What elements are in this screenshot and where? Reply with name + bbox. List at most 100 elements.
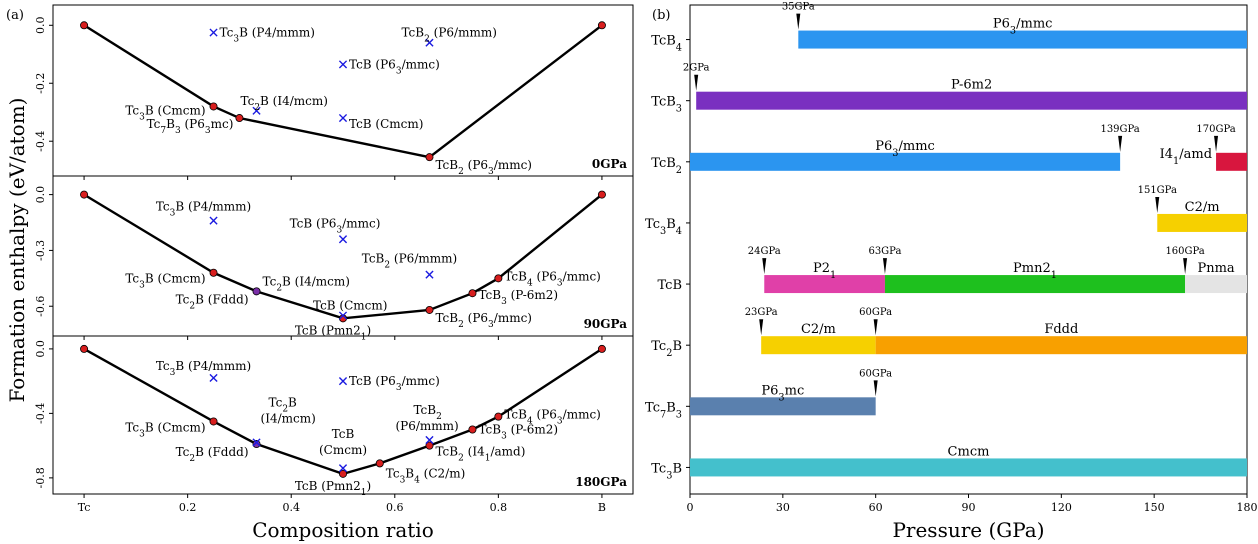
metastable-cross	[209, 373, 218, 383]
structure-label: Tc3B (Cmcm)	[125, 272, 205, 291]
metastable-cross	[425, 270, 434, 279]
phase-label: Pmn21	[1013, 261, 1057, 281]
phase-bar	[884, 275, 1186, 294]
transition-marker	[762, 258, 767, 275]
metastable-cross	[338, 377, 348, 386]
cross-stroke	[209, 373, 218, 383]
subplot-180GPa: 0.0 -0.4 -0.8 Tc3B (P4/mmm) TcB (P63/mmc) Tc2…	[34, 335, 634, 498]
phase-label: P-6m2	[951, 78, 992, 93]
phase-bar	[690, 152, 1121, 171]
structure-label: TcB (Pmn21)	[295, 479, 371, 498]
compound-label: Tc2B	[651, 339, 682, 359]
phase-label: P63/mmc	[875, 139, 935, 159]
y-tick-label: -0.3	[34, 240, 47, 261]
structure-label: TcB (Cmcm)	[349, 117, 423, 131]
structure-label: (P6/mmm)	[395, 419, 458, 433]
transition-marker	[1155, 196, 1160, 213]
structure-label: TcB2 (P63/mmc)	[435, 311, 532, 330]
structure-label: TcB (P63/mmc)	[349, 57, 440, 76]
phase-row: TcB P21 Pmn21 Pnma 24GPa 63GPa 160GPa	[658, 246, 1247, 294]
cross-stroke	[425, 435, 434, 445]
phase-label: P63/mmc	[993, 17, 1053, 37]
phase-label: Pnma	[1197, 261, 1234, 276]
y-tick-label: -0.4	[34, 403, 47, 424]
compound-label: TcB3	[651, 95, 682, 115]
phase-row: Tc7B3 P63mc 60GPa	[645, 368, 892, 420]
structure-label: Tc2B (Fddd)	[176, 445, 249, 464]
phase-bar	[690, 397, 876, 416]
metastable-cross	[209, 28, 218, 37]
hull-point	[209, 268, 218, 277]
y-tick-label: -0.6	[34, 296, 47, 317]
cross-stroke	[338, 311, 348, 320]
metastable-cross	[425, 38, 434, 47]
transition-label: 160GPa	[1165, 246, 1204, 257]
structure-label: Tc3B4 (C2/m)	[386, 466, 466, 485]
structure-label: TcB4 (P63/mmc)	[504, 408, 601, 427]
structure-label: TcB (P63/mmc)	[349, 374, 440, 393]
pressure-label: 90GPa	[584, 317, 628, 331]
phase-bar	[1157, 213, 1247, 232]
phase-bar	[798, 30, 1247, 49]
hull-point	[494, 274, 503, 283]
structure-label: TcB3 (P-6m2)	[478, 423, 558, 442]
compound-label: TcB	[658, 278, 683, 293]
transition-label: 170GPa	[1196, 124, 1235, 135]
subplot-frame	[52, 4, 634, 177]
transition-marker	[1214, 135, 1219, 152]
structure-label: Tc2B	[269, 395, 298, 414]
structure-label: TcB2 (I41/amd)	[435, 445, 525, 464]
y-tick-label: 0.0	[34, 17, 47, 35]
transition-marker	[796, 13, 801, 30]
metastable-cross	[252, 438, 261, 447]
panel-a-convex-hull: (a) 0.0 -0.2 -0.4 Tc3B (P4/mmm) TcB2 (P6/mmm)…	[5, 4, 634, 542]
structure-label: Tc3B (P4/mmm)	[156, 359, 251, 378]
x-tick-label: 30	[776, 501, 790, 514]
phase-bar	[690, 458, 1247, 477]
phase-bar	[1216, 152, 1247, 171]
hull-point	[80, 21, 89, 30]
hull-point	[252, 440, 261, 449]
y-tick-label: 0.0	[34, 340, 47, 358]
structure-label: TcB (Pmn21)	[295, 323, 371, 342]
metastable-cross	[338, 311, 348, 320]
structure-label: Tc3B (Cmcm)	[125, 420, 205, 439]
transition-marker	[1183, 258, 1188, 275]
x-tick-label: 60	[869, 501, 883, 514]
x-tick-label: 180	[1237, 501, 1258, 514]
structure-label: TcB2	[413, 403, 441, 422]
pressure-label: 0GPa	[592, 157, 627, 171]
x-tick-label: Tc	[78, 501, 91, 514]
cross-stroke	[338, 60, 348, 69]
y-tick-label: -0.2	[34, 73, 47, 94]
metastable-cross	[338, 113, 348, 123]
x-axis-title-b: Pressure (GPa)	[892, 518, 1044, 542]
x-tick-label: 90	[962, 501, 976, 514]
compound-label: Tc3B	[651, 461, 682, 481]
transition-marker	[759, 319, 764, 336]
x-tick-label: 0.6	[386, 501, 404, 514]
hull-line	[83, 193, 603, 320]
structure-label: TcB2 (P6/mmm)	[362, 252, 457, 271]
structure-label: (I4/mcm)	[261, 411, 316, 425]
cross-stroke	[338, 235, 348, 244]
subplot-0GPa: 0.0 -0.2 -0.4 Tc3B (P4/mmm) TcB2 (P6/mmm) TcB…	[34, 4, 634, 180]
phase-bar	[764, 275, 885, 294]
hull-point	[80, 190, 89, 199]
y-tick-label: 0.0	[34, 186, 47, 204]
hull-point	[468, 425, 477, 434]
phase-row: Tc3B Cmcm	[651, 444, 1247, 481]
compound-label: Tc3B4	[645, 217, 682, 237]
hull-line	[83, 24, 603, 159]
structure-label: Tc3B (Cmcm)	[125, 103, 205, 122]
metastable-cross	[338, 60, 348, 69]
structure-label: TcB4 (P63/mmc)	[504, 269, 601, 288]
hull-point	[338, 469, 347, 478]
structure-label: Tc2B (I4/mcm)	[241, 94, 328, 113]
structure-label: TcB3 (P-6m2)	[478, 288, 558, 307]
transition-label: 60GPa	[859, 368, 892, 379]
hull-point	[209, 102, 218, 111]
hull-point	[209, 417, 218, 426]
hull-point	[597, 21, 606, 30]
hull-point	[235, 114, 244, 123]
